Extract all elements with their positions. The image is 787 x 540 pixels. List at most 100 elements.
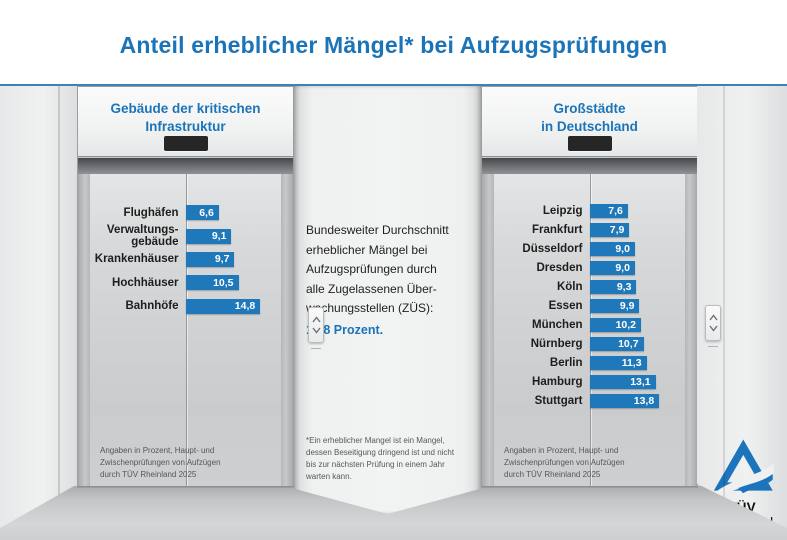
average-text: Bundesweiter Durchschnitt erheblicher Mä… <box>306 202 472 359</box>
bar-value-label: 9,3 <box>616 280 632 293</box>
bar-track: 11,3 <box>589 356 686 371</box>
door-frame <box>78 174 90 486</box>
bar-row: Verwaltungs- gebäude 9,1 <box>90 224 282 249</box>
bar-track: 10,2 <box>589 318 686 333</box>
category-label: Leipzig <box>542 204 583 217</box>
category-label: Düsseldorf <box>522 242 583 255</box>
category-label: Stuttgart <box>534 395 583 408</box>
category-label: Köln <box>556 280 583 293</box>
bar-value-label: 10,5 <box>213 276 234 289</box>
left-footnote: Angaben in Prozent, Haupt- und Zwischenp… <box>100 446 221 479</box>
bar-value-label: 6,6 <box>199 206 214 219</box>
left-wall <box>0 86 78 528</box>
elevator-scene: Gebäude der kritischen Infrastruktur Flu… <box>0 86 787 540</box>
bar-value-label: 9,0 <box>615 242 630 255</box>
door-split-line <box>185 174 187 486</box>
bar-row: Hamburg 13,1 <box>494 373 685 392</box>
bar: 9,1 <box>185 228 232 244</box>
bar-row: Stuttgart 13,8 <box>494 392 685 411</box>
bar-track: 14,8 <box>185 298 282 314</box>
bar-track: 9,3 <box>589 279 686 294</box>
average-value: 10,8 Prozent. <box>306 322 384 337</box>
bar: 10,2 <box>589 318 641 333</box>
bar-track: 6,6 <box>185 205 282 221</box>
bar-value-label: 7,6 <box>608 204 623 217</box>
right-elevator-doors: Leipzig 7,6 Frankfurt 7,9 Düsseldorf 9,0 Dresd… <box>482 174 697 487</box>
category-label: Essen <box>548 299 583 312</box>
bar-track: 9,9 <box>589 299 686 314</box>
bar: 6,6 <box>185 205 219 221</box>
bar-track: 10,5 <box>185 275 282 291</box>
bar: 10,7 <box>589 337 644 352</box>
center-footnote: *Ein erheblicher Mangel ist ein Mangel, … <box>306 436 455 481</box>
bar: 13,8 <box>589 394 660 409</box>
bar-value-label: 13,1 <box>630 376 651 389</box>
bar-row: Flughäfen 6,6 <box>90 201 281 224</box>
bar: 9,0 <box>589 241 635 256</box>
bar-row: Leipzig 7,6 <box>494 201 685 220</box>
bar-track: 7,9 <box>589 222 686 237</box>
bar-value-label: 13,8 <box>633 395 655 408</box>
bar-row: Berlin 11,3 <box>494 354 685 373</box>
door-lintel <box>482 158 697 174</box>
right-wall: TÜV Rheinland <box>697 86 787 528</box>
bar-value-label: 11,3 <box>621 357 642 370</box>
bar-value-label: 10,2 <box>615 319 636 332</box>
category-label: Frankfurt <box>532 223 583 236</box>
bar-track: 7,6 <box>589 203 686 218</box>
bar: 7,6 <box>589 203 628 218</box>
right-footnote: Angaben in Prozent, Haupt- und Zwischenp… <box>504 446 625 479</box>
category-label: Nürnberg <box>530 338 583 351</box>
door-frame <box>281 174 293 486</box>
bar-value-label: 9,7 <box>214 253 230 266</box>
chart-major-cities: Leipzig 7,6 Frankfurt 7,9 Düsseldorf 9,0 Dresd… <box>494 201 685 411</box>
bar-track: 9,0 <box>589 260 686 275</box>
bar: 9,0 <box>589 260 635 275</box>
bar-track: 9,1 <box>185 228 282 244</box>
bar-value-label: 7,9 <box>609 223 625 236</box>
bar-track: 13,1 <box>589 375 686 390</box>
right-elevator: Großstädte in Deutschland Leipzig 7,6 Fran… <box>482 87 697 487</box>
bar-row: Essen 9,9 <box>494 296 685 315</box>
category-label: Hamburg <box>532 376 583 389</box>
bar: 13,1 <box>589 375 656 390</box>
average-paragraph: Bundesweiter Durchschnitt erheblicher Mä… <box>306 223 449 316</box>
bar-track: 13,8 <box>589 394 686 409</box>
category-label: Dresden <box>536 261 583 274</box>
chart-critical-infrastructure: Flughäfen 6,6 Verwaltungs- gebäude 9,1 Krank… <box>90 201 281 318</box>
center-wall: Bundesweiter Durchschnitt erheblicher Mä… <box>293 86 482 514</box>
bar: 10,5 <box>185 275 239 291</box>
title-divider <box>0 84 787 86</box>
bar-row: Frankfurt 7,9 <box>494 220 685 239</box>
bar: 14,8 <box>185 298 261 314</box>
floor-display <box>163 136 208 151</box>
bar-row: Dresden 9,0 <box>494 258 685 277</box>
bar: 9,9 <box>589 299 640 314</box>
bar-row: Nürnberg 10,7 <box>494 335 685 354</box>
bar-row: Köln 9,3 <box>494 277 685 296</box>
category-label: Flughäfen <box>123 206 179 219</box>
bar-track: 10,7 <box>589 337 686 352</box>
left-elevator: Gebäude der kritischen Infrastruktur Flu… <box>78 87 293 487</box>
category-label: München <box>532 319 583 332</box>
category-label: Verwaltungs- gebäude <box>106 224 179 249</box>
category-label: Berlin <box>549 357 583 370</box>
bar-value-label: 9,9 <box>619 300 635 313</box>
bar: 11,3 <box>589 356 647 371</box>
bar: 7,9 <box>589 222 630 237</box>
elevator-call-buttons <box>308 307 324 349</box>
bar-row: Bahnhöfe 14,8 <box>90 295 281 318</box>
category-label: Hochhäuser <box>112 276 179 289</box>
chevron-down-icon <box>311 327 321 334</box>
category-label: Bahnhöfe <box>125 300 179 313</box>
left-elevator-doors: Flughäfen 6,6 Verwaltungs- gebäude 9,1 Krank… <box>78 174 293 487</box>
bar: 9,3 <box>589 279 637 294</box>
bar-value-label: 14,8 <box>234 300 256 313</box>
bar-value-label: 9,1 <box>211 230 227 243</box>
bar-row: Krankenhäuser 9,7 <box>90 248 281 271</box>
floor-display <box>567 136 612 151</box>
chevron-up-icon <box>311 316 321 323</box>
bar-row: Hochhäuser 10,5 <box>90 271 281 294</box>
page-title: Anteil erheblicher Mängel* bei Aufzugspr… <box>119 32 668 58</box>
